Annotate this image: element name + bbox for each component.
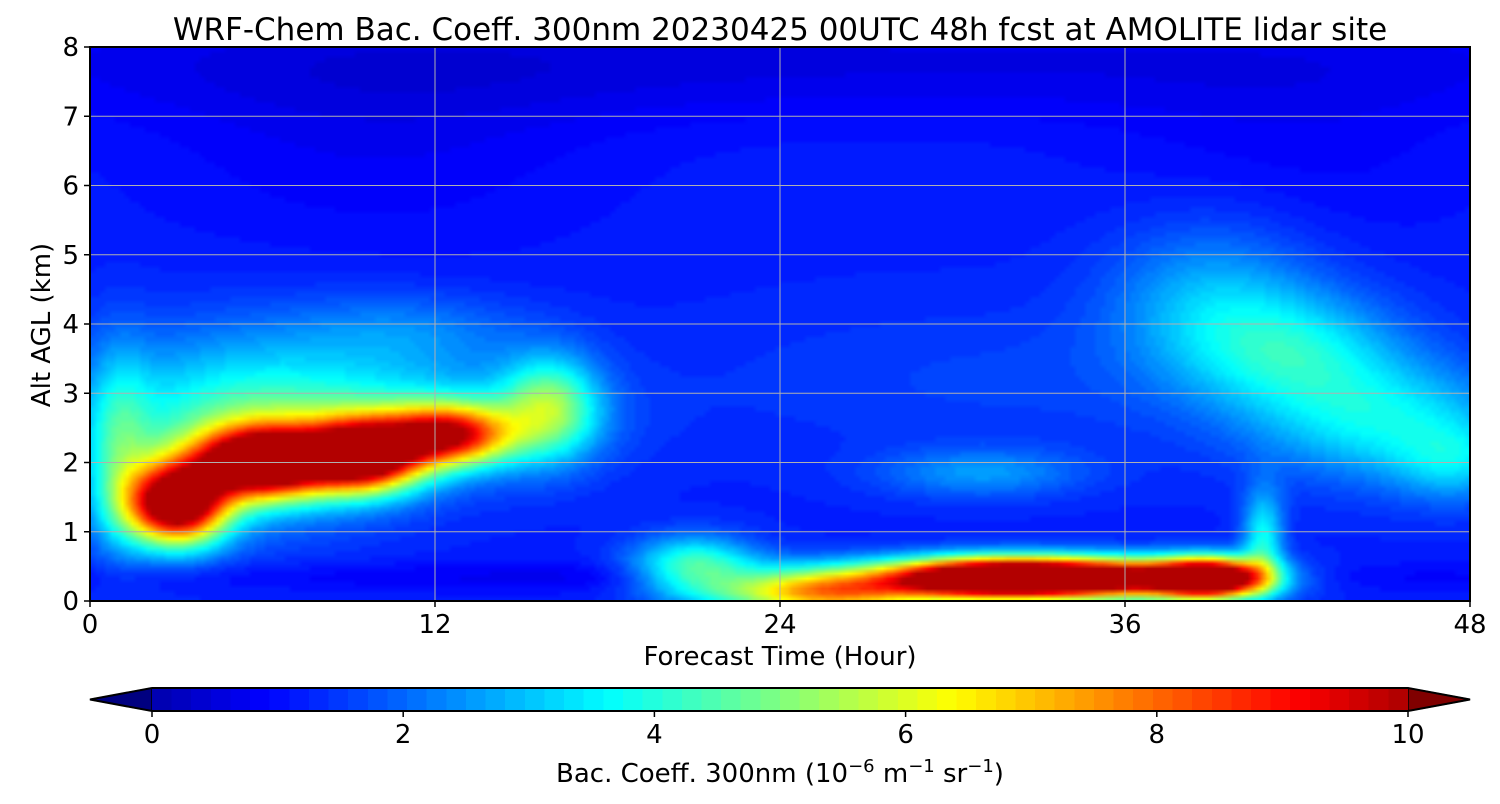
y-tick-label-4: 4 (62, 310, 79, 340)
colorbar-tick-label-0: 0 (144, 720, 161, 750)
colorbar-tick-label-1: 2 (395, 720, 412, 750)
colorbar-tick-label-2: 4 (646, 720, 663, 750)
y-tick-label-6: 6 (62, 172, 79, 202)
x-tick-label-1: 12 (418, 610, 451, 640)
x-tick-label-4: 48 (1453, 610, 1486, 640)
y-tick-label-1: 1 (62, 518, 79, 548)
colorbar-extend-high (1407, 687, 1471, 712)
y-axis: 0 1 2 3 4 5 6 7 8 (62, 33, 90, 617)
colorbar-ticks: 0 2 4 6 8 10 (144, 711, 1425, 750)
x-axis-label: Forecast Time (Hour) (643, 642, 916, 672)
colorbar-label-exp2: −1 (908, 756, 935, 777)
colorbar-label-end: sr (935, 759, 968, 789)
colorbar-extend-low (89, 687, 153, 712)
x-axis: 0 12 24 36 48 (82, 601, 1487, 640)
colorbar-body (152, 688, 1408, 711)
colorbar-label-exp1: −6 (848, 756, 875, 777)
colorbar-tick-label-4: 8 (1149, 720, 1166, 750)
colorbar-label-close: ) (994, 759, 1004, 789)
colorbar-label-exp3: −1 (967, 756, 994, 777)
colorbar-label-mid: m (875, 759, 909, 789)
chart-title: WRF-Chem Bac. Coeff. 300nm 20230425 00UT… (173, 12, 1387, 48)
colorbar: 0 2 4 6 8 10 Bac. Coeff. 300nm (10−6 m−1 sr−1… (89, 687, 1471, 789)
colorbar-tick-label-5: 10 (1391, 720, 1424, 750)
grid-lines (90, 47, 1470, 601)
x-tick-label-2: 24 (763, 610, 796, 640)
y-axis-label: Alt AGL (km) (27, 243, 57, 407)
y-tick-label-7: 7 (62, 102, 79, 132)
x-tick-label-0: 0 (82, 610, 99, 640)
y-tick-label-5: 5 (62, 241, 79, 271)
colorbar-label-main: Bac. Coeff. 300nm (10 (556, 759, 848, 789)
colorbar-label: Bac. Coeff. 300nm (10−6 m−1 sr−1) (556, 756, 1004, 789)
y-tick-label-3: 3 (62, 379, 79, 409)
x-tick-label-3: 36 (1108, 610, 1141, 640)
y-tick-label-0: 0 (62, 587, 79, 617)
colorbar-tick-label-3: 6 (897, 720, 914, 750)
y-tick-label-8: 8 (62, 33, 79, 63)
y-tick-label-2: 2 (62, 449, 79, 479)
